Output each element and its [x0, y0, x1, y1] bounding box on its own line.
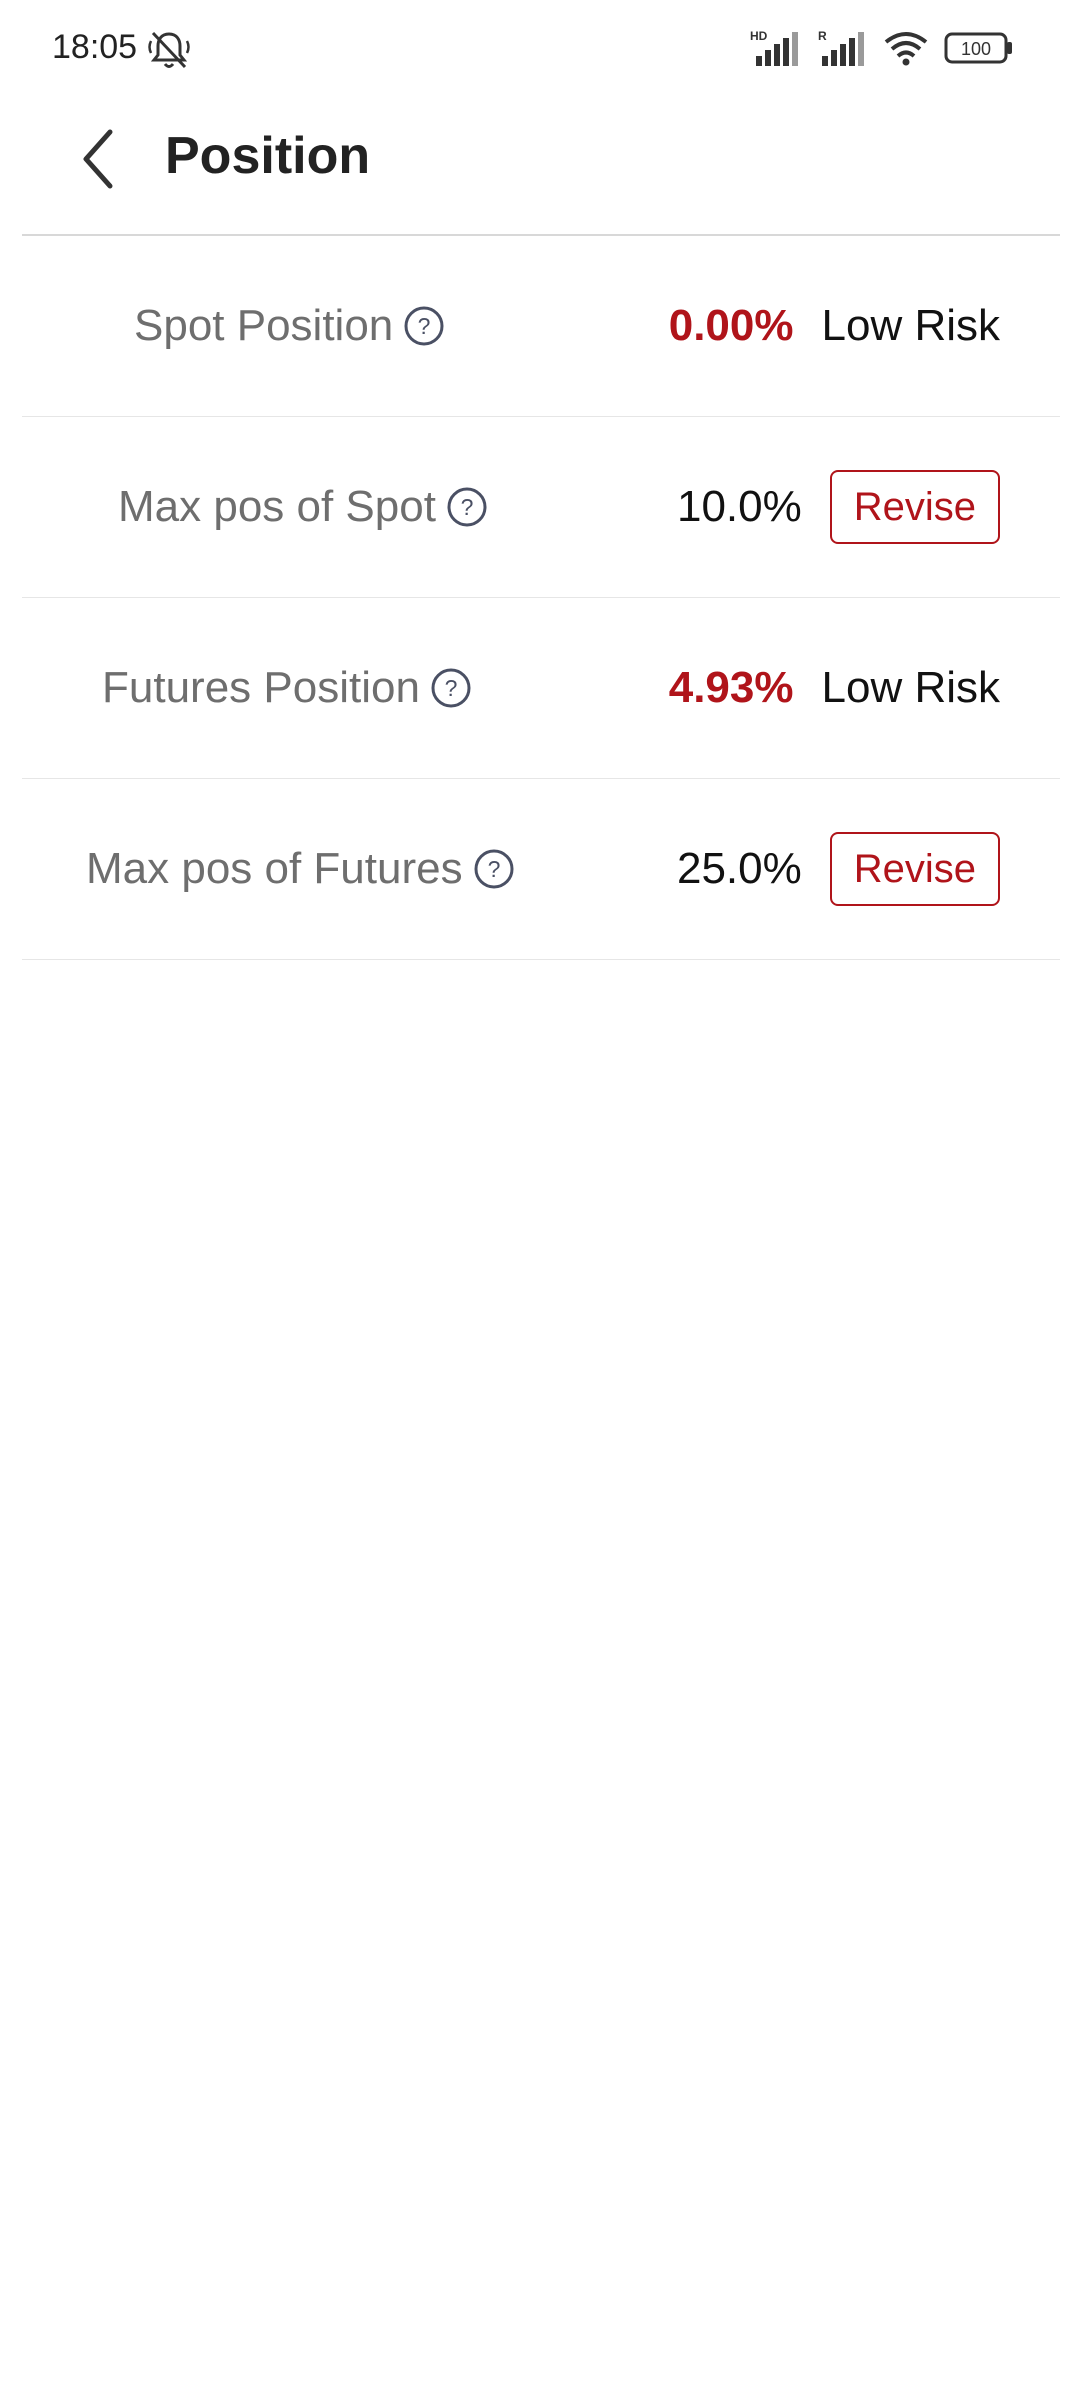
svg-text:?: ? [418, 313, 431, 339]
max-pos-spot-value: 10.0% [676, 482, 802, 531]
bell-muted-icon [148, 31, 190, 69]
spot-position-row: Spot Position ? 0.00% Low Risk [22, 236, 1060, 417]
futures-position-label: Futures Position [102, 663, 420, 712]
revise-spot-button[interactable]: Revise [829, 470, 1000, 544]
futures-position-row: Futures Position ? 4.93% Low Risk [22, 598, 1060, 779]
max-pos-spot-row: Max pos of Spot ? 10.0% Revise [22, 417, 1060, 598]
help-icon[interactable]: ? [446, 486, 488, 528]
signal-hd-icon: HD [750, 29, 798, 66]
revise-futures-button[interactable]: Revise [829, 832, 1000, 906]
spot-risk-status: Low Risk [821, 301, 1001, 350]
spot-position-label: Spot Position [134, 301, 394, 350]
max-pos-futures-label: Max pos of Futures [86, 844, 463, 893]
svg-text:HD: HD [750, 29, 768, 43]
help-icon[interactable]: ? [430, 667, 472, 709]
page-title: Position [165, 127, 371, 185]
max-pos-spot-label: Max pos of Spot [118, 482, 436, 531]
futures-position-value: 4.93% [668, 663, 794, 712]
status-bar: 18:05 HD R [0, 0, 1080, 100]
status-time: 18:05 [52, 28, 138, 66]
header-divider [22, 234, 1060, 236]
spot-position-value: 0.00% [668, 301, 794, 350]
svg-text:?: ? [445, 675, 458, 701]
svg-text:R: R [818, 29, 827, 43]
battery-icon: 100 [944, 32, 1012, 64]
signal-roaming-icon: R [818, 29, 864, 66]
max-pos-futures-value: 25.0% [676, 844, 802, 893]
back-arrow-icon[interactable] [70, 124, 128, 194]
svg-text:?: ? [461, 494, 474, 520]
help-icon[interactable]: ? [473, 848, 515, 890]
svg-text:100: 100 [961, 39, 991, 59]
app-header: Position [0, 100, 1080, 236]
futures-risk-status: Low Risk [821, 663, 1001, 712]
wifi-icon [884, 32, 928, 66]
help-icon[interactable]: ? [403, 305, 445, 347]
svg-text:?: ? [487, 856, 500, 882]
max-pos-futures-row: Max pos of Futures ? 25.0% Revise [22, 779, 1060, 960]
position-list: Spot Position ? 0.00% Low Risk Max pos o… [22, 236, 1060, 960]
